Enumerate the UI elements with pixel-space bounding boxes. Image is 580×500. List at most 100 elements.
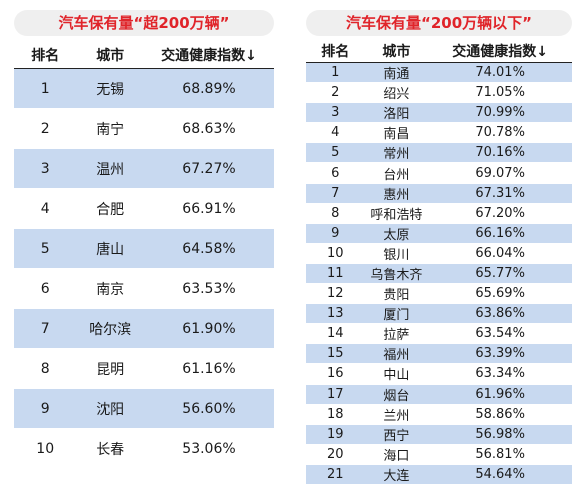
rank-cell: 4 xyxy=(331,125,340,141)
index-cell: 61.90% xyxy=(182,320,236,337)
city-cell: 拉萨 xyxy=(383,328,410,344)
city-cell: 合肥 xyxy=(96,201,125,218)
city-cell: 沈阳 xyxy=(96,401,125,418)
table-row: 11 乌鲁木齐 65.77% xyxy=(306,263,572,285)
city-cell: 银川 xyxy=(383,247,410,263)
city-cell: 烟台 xyxy=(383,388,410,404)
city-cell: 无锡 xyxy=(96,81,125,98)
rank-cell: 11 xyxy=(326,265,344,281)
rank-cell: 2 xyxy=(40,120,50,137)
index-cell: 68.63% xyxy=(182,120,236,137)
rank-cell: 16 xyxy=(326,366,344,382)
rank-cell: 20 xyxy=(326,446,344,462)
table-row: 8 呼和浩特 67.20% xyxy=(306,203,572,224)
city-cell: 洛阳 xyxy=(383,107,410,123)
city-cell: 乌鲁木齐 xyxy=(370,267,423,283)
rank-cell: 4 xyxy=(40,200,50,217)
index-cell: 70.16% xyxy=(475,145,525,161)
table-row: 2 南宁 68.63% xyxy=(14,109,274,149)
city-cell: 台州 xyxy=(383,167,410,183)
left-ranking-panel: 汽车保有量“超200万辆” 排名 城市 交通健康指数↓ 1 无锡 68.89% 2 南宁… xyxy=(14,10,274,469)
index-cell: 67.31% xyxy=(475,185,525,201)
city-cell: 西宁 xyxy=(383,428,410,444)
city-cell: 南昌 xyxy=(383,127,410,143)
index-cell: 63.86% xyxy=(475,306,525,322)
index-cell: 66.04% xyxy=(475,245,525,261)
city-cell: 兰州 xyxy=(383,408,410,424)
city-cell: 福州 xyxy=(383,348,410,364)
rank-cell: 1 xyxy=(331,65,340,81)
table-row: 7 哈尔滨 61.90% xyxy=(14,309,274,349)
index-cell: 70.99% xyxy=(475,105,525,121)
city-cell: 绍兴 xyxy=(383,87,410,103)
table-row: 15 福州 63.39% xyxy=(306,344,572,365)
city-cell: 南京 xyxy=(96,281,125,298)
left-panel-title: 汽车保有量“超200万辆” xyxy=(14,10,274,36)
rank-cell: 7 xyxy=(40,320,50,337)
rank-cell: 12 xyxy=(326,286,344,302)
table-row: 18 兰州 58.86% xyxy=(306,404,572,425)
rank-cell: 18 xyxy=(326,406,344,422)
header-index: 交通健康指数↓ xyxy=(452,44,549,60)
table-row: 16 中山 63.34% xyxy=(306,364,572,385)
index-cell: 58.86% xyxy=(475,406,525,422)
index-cell: 61.16% xyxy=(182,360,236,377)
city-cell: 南通 xyxy=(383,67,410,83)
city-cell: 海口 xyxy=(383,448,410,464)
table-row: 4 南昌 70.78% xyxy=(306,123,572,144)
table-row: 20 海口 56.81% xyxy=(306,444,572,465)
city-cell: 太原 xyxy=(383,227,410,243)
table-row: 9 沈阳 56.60% xyxy=(14,389,274,429)
index-cell: 65.69% xyxy=(475,286,525,302)
table-row: 21 大连 54.64% xyxy=(306,464,572,485)
index-cell: 54.64% xyxy=(475,466,525,482)
table-row: 3 洛阳 70.99% xyxy=(306,103,572,124)
table-row: 4 合肥 66.91% xyxy=(14,189,274,229)
rank-cell: 6 xyxy=(40,280,50,297)
table-row: 6 南京 63.53% xyxy=(14,269,274,309)
rank-cell: 8 xyxy=(331,205,340,221)
city-cell: 厦门 xyxy=(383,308,410,324)
index-cell: 70.78% xyxy=(475,125,525,141)
rank-cell: 8 xyxy=(40,360,50,377)
header-rank: 排名 xyxy=(31,48,60,64)
left-table-body: 1 无锡 68.89% 2 南宁 68.63% 3 温州 67.27% 4 合肥 66.91% 5 唐山 6… xyxy=(14,69,274,469)
table-row: 5 唐山 64.58% xyxy=(14,229,274,269)
right-ranking-panel: 汽车保有量“200万辆以下” 排名 城市 交通健康指数↓ 1 南通 74.01% 2 绍… xyxy=(306,10,572,485)
left-table-header: 排名 城市 交通健康指数↓ xyxy=(14,42,274,69)
right-table-header: 排名 城市 交通健康指数↓ xyxy=(306,40,572,63)
rank-cell: 5 xyxy=(40,240,50,257)
city-cell: 哈尔滨 xyxy=(89,321,132,338)
city-cell: 温州 xyxy=(96,161,125,178)
index-cell: 64.58% xyxy=(182,240,236,257)
index-cell: 61.96% xyxy=(475,386,525,402)
rank-cell: 6 xyxy=(331,165,340,181)
header-rank: 排名 xyxy=(321,44,350,60)
index-cell: 69.07% xyxy=(475,165,525,181)
table-row: 2 绍兴 71.05% xyxy=(306,83,572,104)
index-cell: 63.34% xyxy=(475,366,525,382)
table-row: 5 常州 70.16% xyxy=(306,143,572,164)
table-row: 1 南通 74.01% xyxy=(306,63,572,84)
header-city: 城市 xyxy=(382,44,411,60)
table-row: 10 银川 66.04% xyxy=(306,243,572,264)
rank-cell: 13 xyxy=(326,306,344,322)
index-cell: 56.60% xyxy=(182,400,236,417)
table-row: 8 昆明 61.16% xyxy=(14,349,274,389)
index-cell: 71.05% xyxy=(475,85,525,101)
city-cell: 昆明 xyxy=(96,361,125,378)
table-row: 14 拉萨 63.54% xyxy=(306,324,572,345)
rank-cell: 14 xyxy=(326,326,344,342)
table-row: 12 贵阳 65.69% xyxy=(306,284,572,305)
city-cell: 贵阳 xyxy=(383,288,410,304)
index-cell: 66.91% xyxy=(182,200,236,217)
city-cell: 常州 xyxy=(383,147,410,163)
city-cell: 唐山 xyxy=(96,241,125,258)
index-cell: 65.77% xyxy=(475,265,525,281)
index-cell: 68.89% xyxy=(182,80,236,97)
city-cell: 呼和浩特 xyxy=(370,207,423,223)
index-cell: 53.06% xyxy=(182,440,236,457)
table-row: 19 西宁 56.98% xyxy=(306,424,572,445)
rank-cell: 2 xyxy=(331,85,340,101)
rank-cell: 9 xyxy=(40,400,50,417)
